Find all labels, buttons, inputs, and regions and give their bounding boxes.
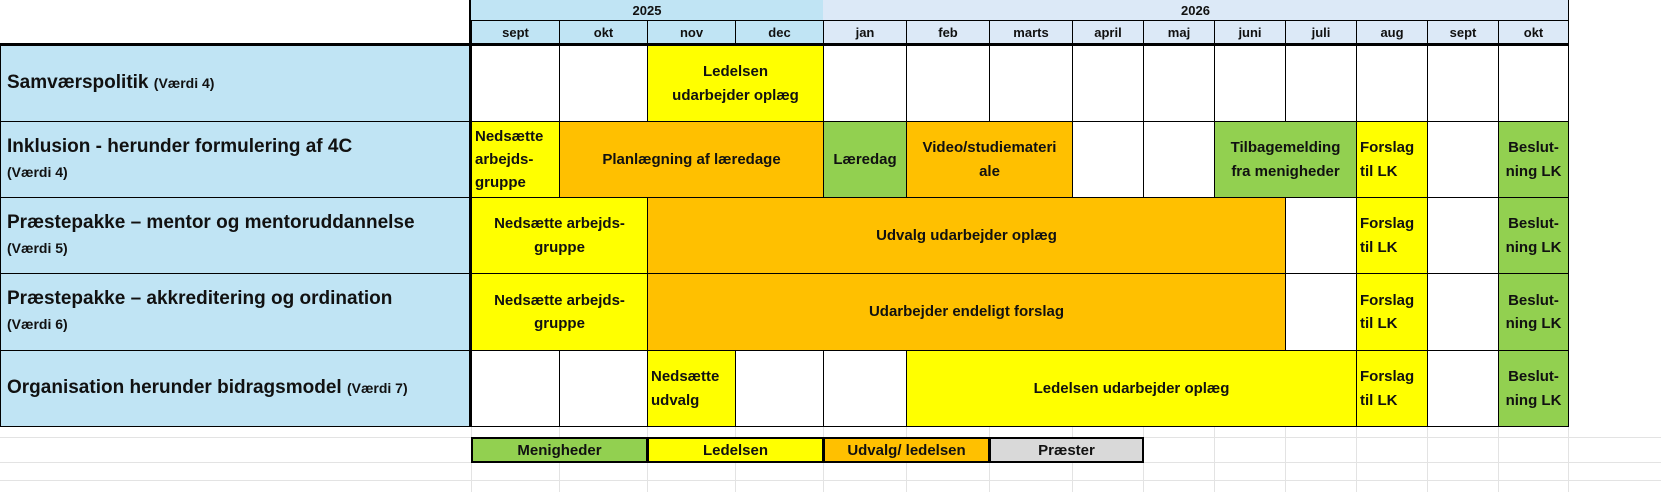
month-header-okt[interactable]: okt [559, 20, 648, 46]
empty-cell[interactable] [1356, 45, 1428, 122]
task-bar-ledelsen[interactable]: Nedsætte arbejds- gruppe [471, 197, 648, 274]
year-header[interactable]: 2026 [823, 0, 1569, 21]
gridline [1214, 426, 1215, 492]
month-header-juni[interactable]: juni [1214, 20, 1286, 46]
empty-cell[interactable] [1427, 273, 1499, 351]
row-label: Organisation herunder bidragsmodel (Værd… [0, 350, 472, 427]
task-bar-ledelsen[interactable]: Forslag til LK [1356, 197, 1428, 274]
month-header-feb[interactable]: feb [906, 20, 990, 46]
header-blank[interactable] [0, 0, 472, 21]
activity-title: Præstepakke – akkreditering og ordinatio… [7, 288, 393, 310]
legend-udvalg: Udvalg/ ledelsen [823, 437, 990, 463]
row-label: Samværspolitik (Værdi 4) [0, 45, 472, 122]
activity-title: Præstepakke – mentor og mentoruddannelse [7, 211, 415, 233]
empty-cell[interactable] [989, 45, 1073, 122]
empty-cell[interactable] [735, 350, 824, 427]
empty-cell[interactable] [1285, 197, 1357, 274]
empty-cell[interactable] [1143, 121, 1215, 198]
legend-praester: Præster [989, 437, 1144, 463]
task-bar-udvalg[interactable]: Udarbejder endeligt forslag [647, 273, 1286, 351]
empty-cell[interactable] [1427, 350, 1499, 427]
empty-cell[interactable] [1498, 45, 1569, 122]
empty-cell[interactable] [471, 45, 560, 122]
task-bar-udvalg[interactable]: Video/studiemateri ale [906, 121, 1073, 198]
month-header-sept[interactable]: sept [471, 20, 560, 46]
value-ref: (Værdi 7) [346, 380, 408, 397]
month-header-dec[interactable]: dec [735, 20, 824, 46]
activity-title: Organisation herunder bidragsmodel [7, 377, 347, 399]
task-bar-menigheder[interactable]: Beslut- ning LK [1498, 197, 1569, 274]
task-bar-ledelsen[interactable]: Forslag til LK [1356, 350, 1428, 427]
gridline [1285, 426, 1286, 492]
empty-cell[interactable] [1427, 197, 1499, 274]
empty-cell[interactable] [1143, 45, 1215, 122]
task-bar-menigheder[interactable]: Beslut- ning LK [1498, 273, 1569, 351]
empty-cell[interactable] [1072, 45, 1144, 122]
month-header-aug[interactable]: aug [1356, 20, 1428, 46]
legend-menigheder: Menigheder [471, 437, 648, 463]
legend-ledelsen: Ledelsen [647, 437, 824, 463]
month-header-marts[interactable]: marts [989, 20, 1073, 46]
task-bar-menigheder[interactable]: Beslut- ning LK [1498, 350, 1569, 427]
empty-cell[interactable] [1427, 121, 1499, 198]
month-header-maj[interactable]: maj [1143, 20, 1215, 46]
month-header-sept[interactable]: sept [1427, 20, 1499, 46]
activity-title: Inklusion - herunder formulering af 4C [7, 135, 353, 157]
gridline [1568, 426, 1569, 492]
task-bar-ledelsen[interactable]: Forslag til LK [1356, 273, 1428, 351]
empty-cell[interactable] [1285, 273, 1357, 351]
empty-cell[interactable] [1072, 121, 1144, 198]
empty-cell[interactable] [559, 350, 648, 427]
task-bar-ledelsen[interactable]: Nedsætte arbejds- gruppe [471, 121, 560, 198]
task-bar-menigheder[interactable]: Læredag [823, 121, 907, 198]
empty-cell[interactable] [823, 45, 907, 122]
task-bar-ledelsen[interactable]: Ledelsen udarbejder oplæg [647, 45, 824, 122]
task-bar-udvalg[interactable]: Udvalg udarbejder oplæg [647, 197, 1286, 274]
value-ref: (Værdi 4) [7, 163, 68, 180]
task-bar-ledelsen[interactable]: Nedsætte arbejds- gruppe [471, 273, 648, 351]
month-header-nov[interactable]: nov [647, 20, 736, 46]
value-ref: (Værdi 4) [153, 75, 215, 92]
empty-cell[interactable] [559, 45, 648, 122]
gridline [1427, 426, 1428, 492]
task-bar-ledelsen[interactable]: Nedsætte udvalg [647, 350, 736, 427]
empty-cell[interactable] [1285, 45, 1357, 122]
task-bar-menigheder[interactable]: Beslut- ning LK [1498, 121, 1569, 198]
value-ref: (Værdi 5) [7, 239, 68, 256]
task-bar-udvalg[interactable]: Planlægning af læredage [559, 121, 824, 198]
row-label: Præstepakke – mentor og mentoruddannelse… [0, 197, 472, 274]
row-label: Inklusion - herunder formulering af 4C (V… [0, 121, 472, 198]
month-header-juli[interactable]: juli [1285, 20, 1357, 46]
value-ref: (Værdi 6) [7, 316, 68, 332]
task-bar-ledelsen[interactable]: Forslag til LK [1356, 121, 1428, 198]
row-label: Præstepakke – akkreditering og ordinatio… [0, 273, 472, 351]
task-bar-ledelsen[interactable]: Ledelsen udarbejder oplæg [906, 350, 1357, 427]
gridline [0, 480, 1661, 481]
header-blank[interactable] [0, 20, 472, 46]
month-header-jan[interactable]: jan [823, 20, 907, 46]
empty-cell[interactable] [1214, 45, 1286, 122]
month-header-okt[interactable]: okt [1498, 20, 1569, 46]
empty-cell[interactable] [1427, 45, 1499, 122]
gridline [1356, 426, 1357, 492]
month-header-april[interactable]: april [1072, 20, 1144, 46]
gridline [1498, 426, 1499, 492]
activity-title: Samværspolitik [7, 72, 154, 94]
empty-cell[interactable] [471, 350, 560, 427]
empty-cell[interactable] [906, 45, 990, 122]
empty-cell[interactable] [823, 350, 907, 427]
year-header[interactable]: 2025 [471, 0, 824, 21]
task-bar-menigheder[interactable]: Tilbagemelding fra menigheder [1214, 121, 1357, 198]
